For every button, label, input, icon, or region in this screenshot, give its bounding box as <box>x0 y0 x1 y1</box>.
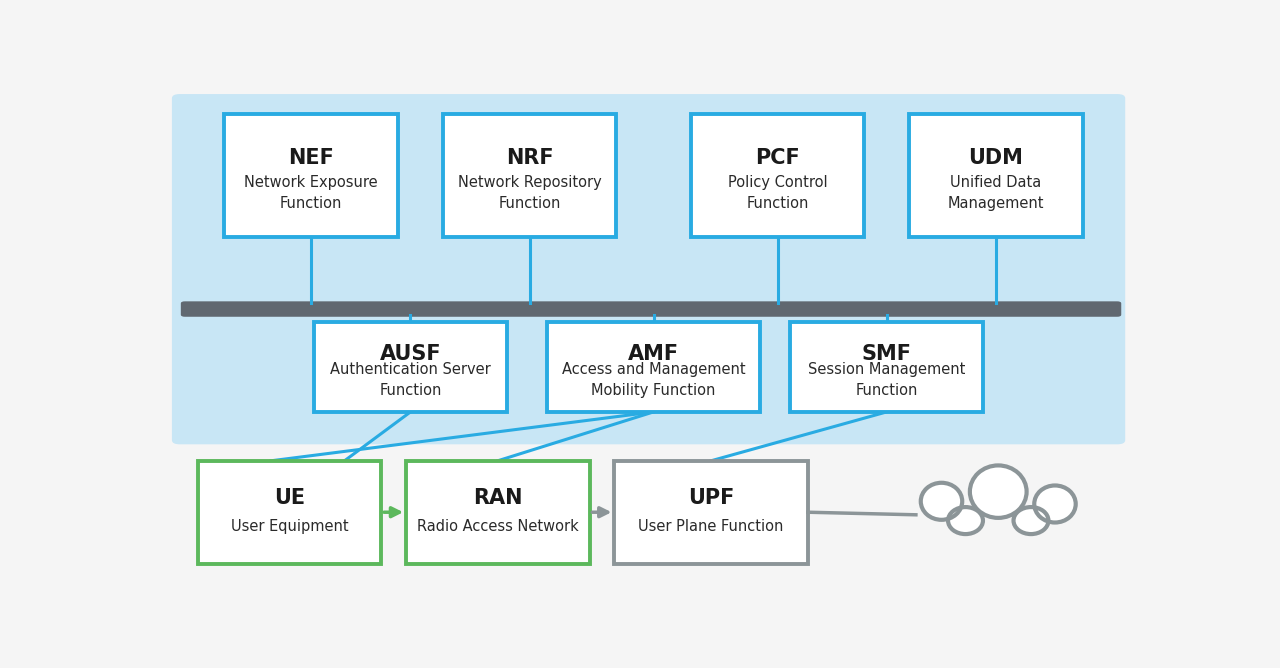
Text: PCF: PCF <box>755 148 800 168</box>
Ellipse shape <box>920 483 963 520</box>
Text: NRF: NRF <box>506 148 553 168</box>
Text: Unified Data
Management: Unified Data Management <box>947 174 1044 210</box>
Text: UPF: UPF <box>687 488 735 508</box>
FancyBboxPatch shape <box>614 461 808 564</box>
Text: Network Exposure
Function: Network Exposure Function <box>244 174 378 210</box>
Ellipse shape <box>1014 507 1048 534</box>
FancyBboxPatch shape <box>909 114 1083 237</box>
Ellipse shape <box>970 466 1027 518</box>
Text: RAN: RAN <box>474 488 522 508</box>
Text: SMF: SMF <box>861 344 911 364</box>
FancyBboxPatch shape <box>172 94 1125 444</box>
Text: Authentication Server
Function: Authentication Server Function <box>330 361 490 397</box>
Text: Network Repository
Function: Network Repository Function <box>458 174 602 210</box>
FancyBboxPatch shape <box>443 114 617 237</box>
Text: NEF: NEF <box>288 148 334 168</box>
Ellipse shape <box>1034 486 1075 522</box>
Text: AMF: AMF <box>628 344 680 364</box>
FancyBboxPatch shape <box>547 322 760 412</box>
Text: Radio Access Network: Radio Access Network <box>417 519 579 534</box>
Text: Access and Management
Mobility Function: Access and Management Mobility Function <box>562 361 745 397</box>
FancyBboxPatch shape <box>180 301 1121 317</box>
Text: UE: UE <box>274 488 305 508</box>
Ellipse shape <box>948 507 983 534</box>
Text: Session Management
Function: Session Management Function <box>808 361 965 397</box>
Text: User Equipment: User Equipment <box>230 519 348 534</box>
Text: AUSF: AUSF <box>380 344 442 364</box>
FancyBboxPatch shape <box>790 322 983 412</box>
FancyBboxPatch shape <box>224 114 398 237</box>
FancyBboxPatch shape <box>406 461 590 564</box>
FancyBboxPatch shape <box>197 461 381 564</box>
Text: User Plane Function: User Plane Function <box>639 519 783 534</box>
Text: Policy Control
Function: Policy Control Function <box>728 174 827 210</box>
Text: UDM: UDM <box>969 148 1023 168</box>
FancyBboxPatch shape <box>691 114 864 237</box>
FancyBboxPatch shape <box>314 322 507 412</box>
